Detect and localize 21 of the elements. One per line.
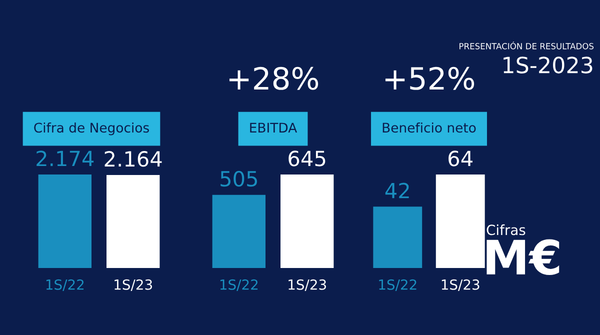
annotation: M€ — [486, 239, 560, 275]
x-tick-label: 1S/22 — [220, 279, 258, 291]
x-tick-label: 1S/22 — [46, 279, 84, 291]
x-tick-label: 1S/22 — [379, 279, 416, 291]
data-label: 64 — [448, 150, 472, 166]
x-tick-label: 1S/23 — [288, 279, 326, 291]
text: 1S-2023 — [504, 56, 592, 74]
text: +52% — [385, 66, 474, 90]
annotation: Cifras — [486, 224, 526, 236]
text: PRESENTACIÓN DE RESULTADOS — [460, 41, 594, 50]
data-label: 2.164 — [104, 151, 162, 167]
x-tick-label: 1S/23 — [114, 279, 152, 291]
chart-title: Beneficio neto — [382, 122, 476, 133]
data-label: 505 — [220, 170, 257, 187]
chart-title: EBITDA — [250, 122, 298, 132]
text: +28% — [229, 66, 318, 90]
data-label: 42 — [385, 182, 409, 198]
data-label: 2.174 — [36, 150, 94, 166]
data-label: 645 — [288, 150, 326, 166]
x-tick-label: 1S/23 — [442, 279, 480, 291]
chart-title: Cifra de Negocios — [34, 122, 149, 136]
